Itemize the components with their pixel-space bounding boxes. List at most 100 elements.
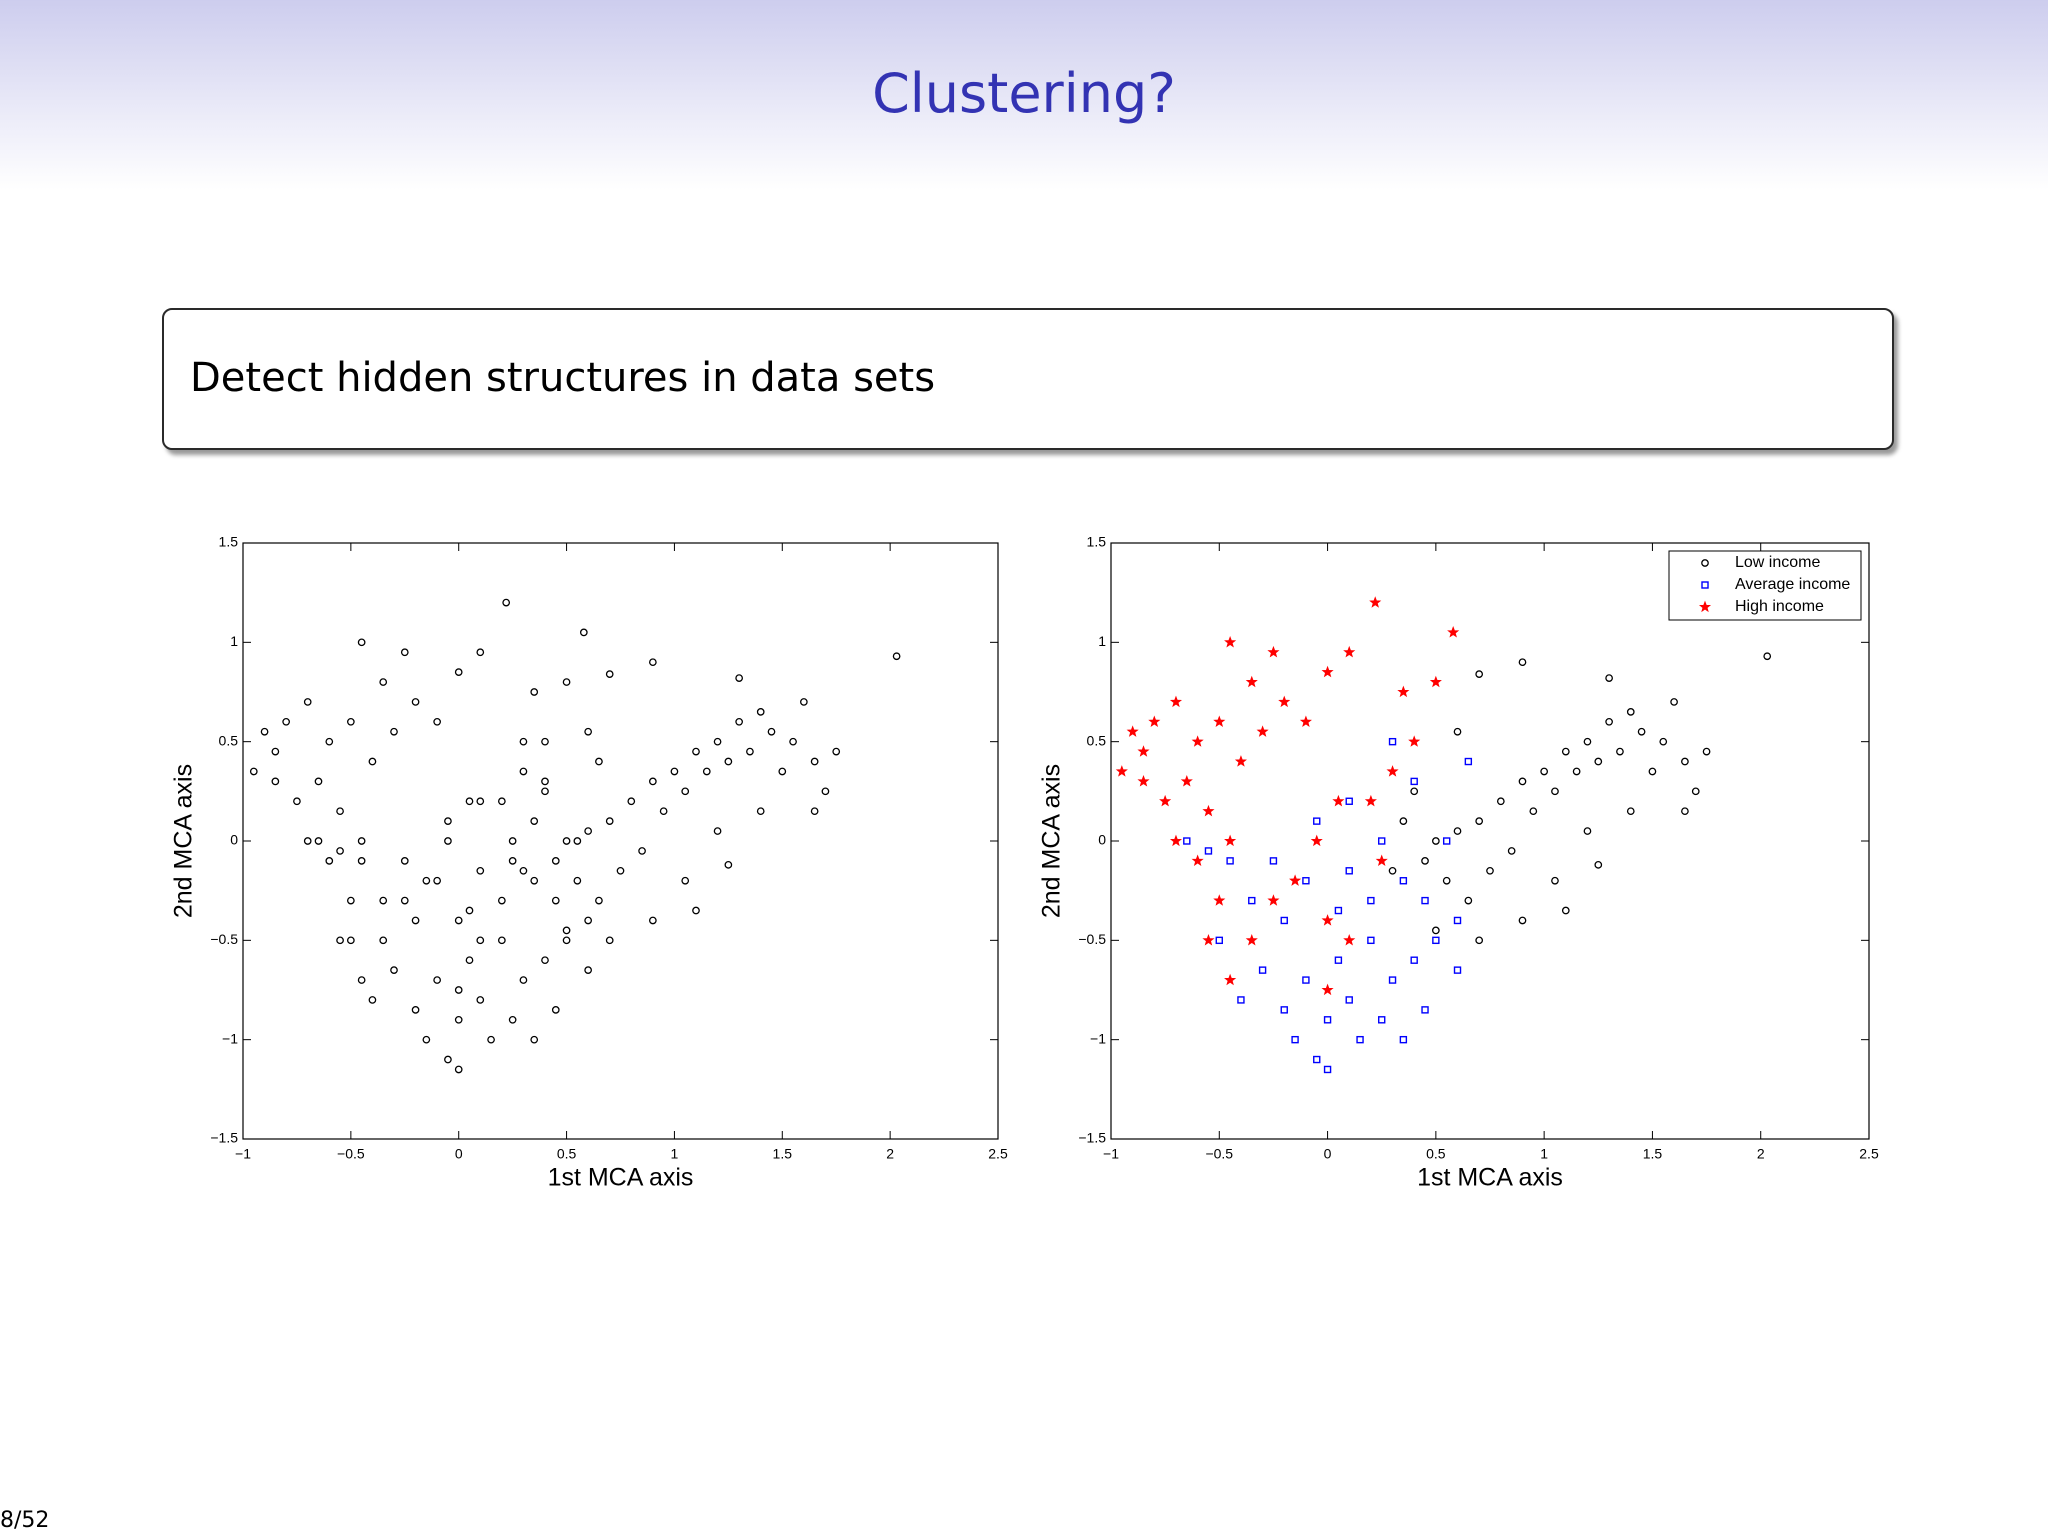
x-tick-label: −0.5 (1205, 1146, 1233, 1162)
marker (476, 996, 485, 1004)
marker (1321, 983, 1334, 996)
marker (1464, 757, 1473, 766)
marker (508, 837, 517, 845)
marker (1388, 737, 1397, 746)
marker (519, 737, 528, 746)
marker (595, 757, 603, 766)
marker (1334, 956, 1343, 964)
marker (1191, 854, 1204, 867)
marker (1234, 755, 1247, 767)
marker (1388, 866, 1397, 875)
marker (1280, 916, 1288, 925)
marker (1375, 854, 1388, 867)
marker (357, 837, 366, 845)
marker (249, 767, 258, 776)
x-tick-label: 1.5 (1643, 1146, 1663, 1162)
marker (551, 857, 560, 865)
marker (487, 1035, 495, 1044)
marker (605, 936, 614, 945)
legend-label: Average income (1735, 576, 1850, 593)
marker (325, 857, 334, 865)
x-tick-label: 2.5 (1859, 1146, 1879, 1162)
marker (1583, 827, 1592, 835)
marker (1267, 894, 1280, 906)
marker (1213, 894, 1226, 906)
marker (530, 817, 539, 825)
marker (692, 747, 700, 756)
y-tick-label: −0.5 (210, 931, 238, 947)
marker (1356, 1035, 1364, 1044)
marker (1551, 787, 1559, 796)
marker (649, 777, 657, 786)
marker (271, 777, 280, 786)
marker (1540, 767, 1548, 776)
marker (713, 827, 722, 835)
x-tick-label: −0.5 (337, 1146, 365, 1162)
y-tick-label: 1.5 (1087, 534, 1107, 550)
marker (810, 807, 819, 816)
marker (336, 807, 344, 816)
marker (1137, 745, 1150, 757)
marker (498, 797, 506, 806)
marker (454, 916, 463, 925)
marker (1256, 725, 1269, 737)
marker (530, 688, 539, 696)
marker (508, 857, 517, 865)
marker (1183, 837, 1191, 845)
marker (1594, 860, 1603, 869)
marker (1224, 834, 1237, 847)
marker (444, 1055, 452, 1064)
x-tick-label: 1.5 (773, 1146, 793, 1162)
marker (595, 896, 603, 905)
marker (1561, 906, 1570, 915)
marker (465, 956, 474, 965)
marker (681, 787, 690, 796)
marker (476, 797, 485, 806)
marker (1410, 787, 1419, 796)
marker (1364, 794, 1377, 807)
marker (1496, 797, 1505, 806)
marker (282, 717, 290, 726)
marker (800, 698, 808, 706)
marker (1215, 936, 1223, 945)
marker (735, 717, 743, 726)
marker (314, 837, 323, 845)
marker (444, 817, 452, 825)
y-tick-label: −1.5 (1078, 1130, 1106, 1146)
marker (444, 837, 452, 845)
marker (400, 857, 409, 865)
page-number: 8/52 (0, 1508, 50, 1533)
marker (724, 757, 733, 766)
marker (1453, 727, 1462, 736)
x-tick-label: 0 (455, 1146, 463, 1162)
x-tick-label: 2 (1757, 1146, 1765, 1162)
marker (271, 747, 280, 756)
marker (1551, 876, 1559, 885)
marker (1388, 976, 1397, 984)
marker (681, 876, 690, 885)
marker (1258, 966, 1267, 974)
marker (1280, 1006, 1288, 1014)
marker (1763, 652, 1772, 661)
marker (810, 757, 819, 766)
marker (724, 860, 733, 869)
marker (1447, 626, 1460, 638)
marker (357, 857, 366, 865)
marker (562, 837, 571, 845)
marker (390, 727, 398, 736)
marker (1475, 817, 1484, 825)
slide-title: Clustering? (872, 62, 1176, 125)
marker (1226, 857, 1234, 865)
marker (411, 698, 420, 706)
marker (616, 866, 625, 875)
marker (1378, 837, 1386, 845)
x-tick-label: −1 (1103, 1146, 1119, 1162)
marker (1616, 747, 1624, 756)
marker (551, 896, 560, 905)
marker (260, 727, 269, 736)
marker (1224, 973, 1237, 986)
marker (1345, 797, 1353, 805)
marker (1572, 767, 1581, 776)
marker (1659, 737, 1668, 746)
